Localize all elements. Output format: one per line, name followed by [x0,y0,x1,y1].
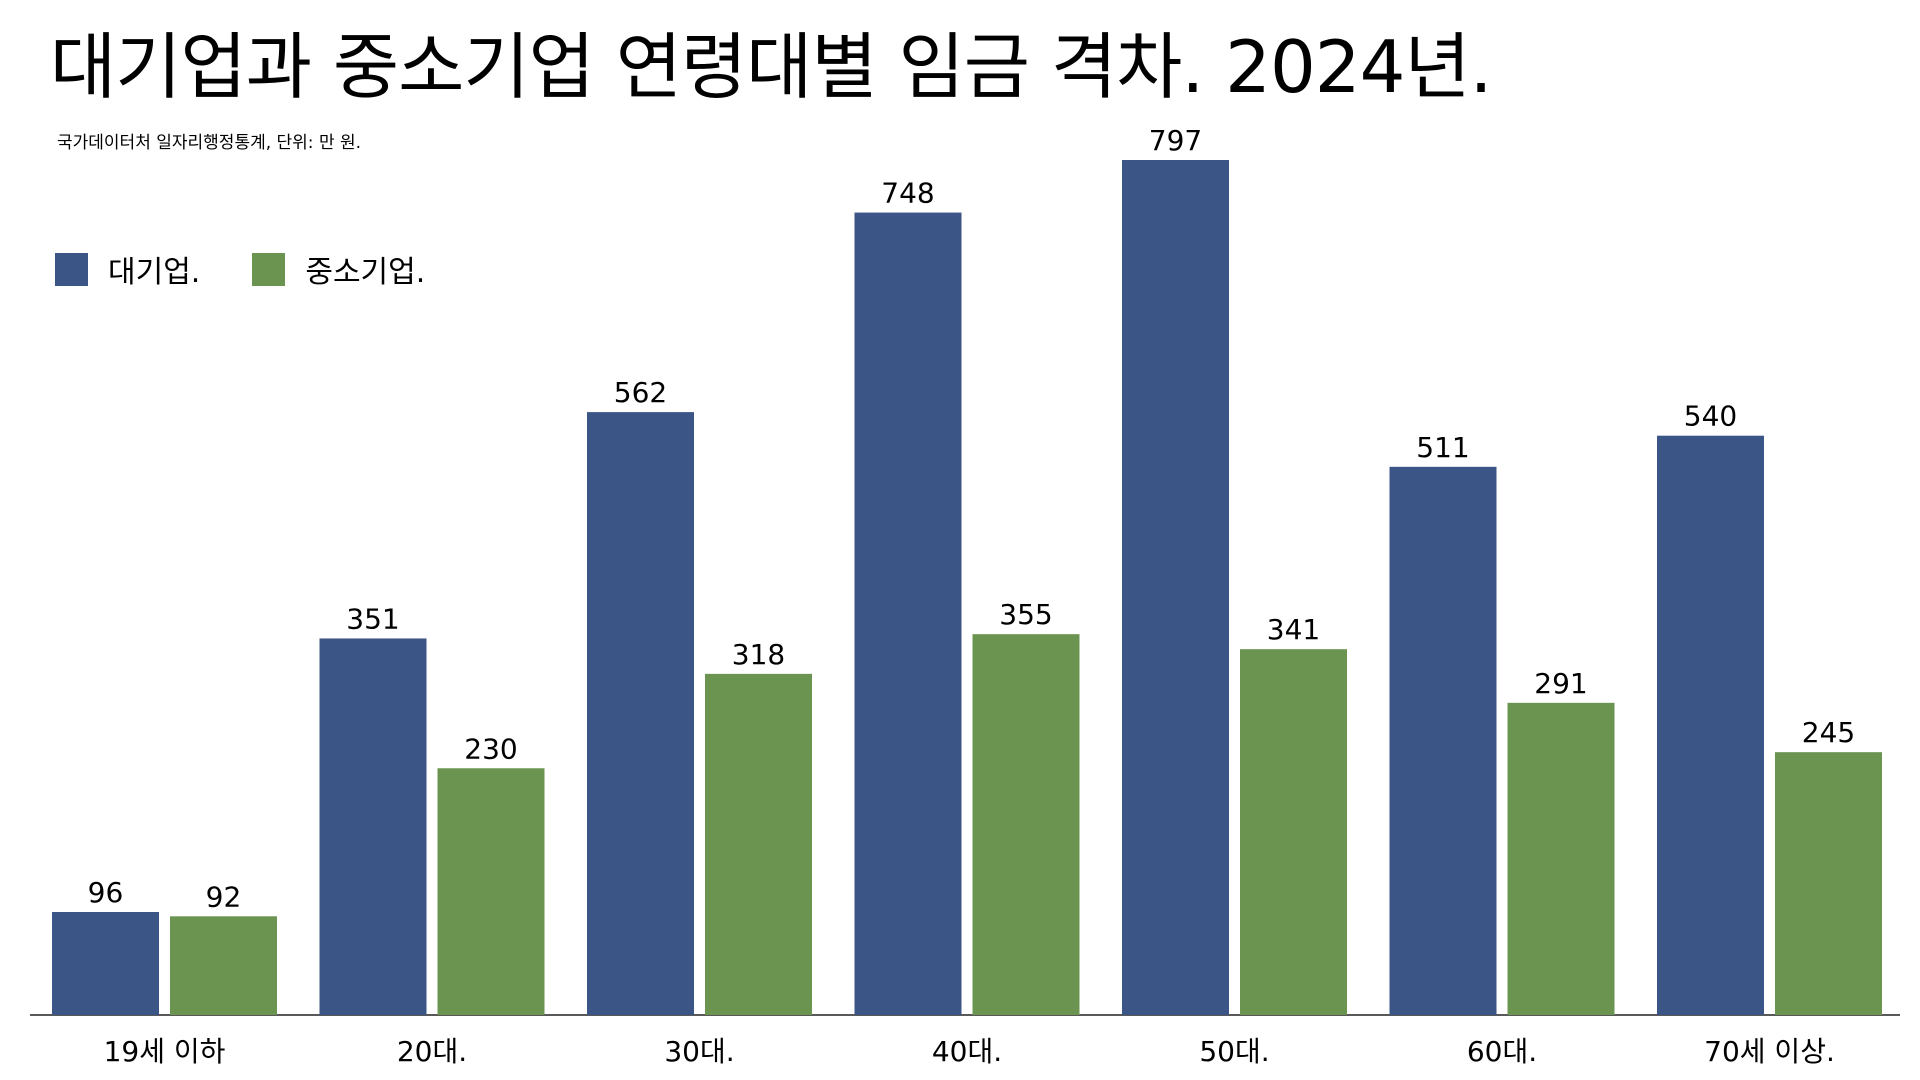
bar-sme-2 [705,673,812,1015]
x-tick-label-6: 70세 이상. [1704,1035,1835,1068]
data-label-sme-4: 341 [1267,613,1320,646]
bar-large-4 [1122,160,1229,1015]
bar-sme-0 [170,916,277,1015]
data-label-large-0: 96 [88,876,124,909]
chart-subtitle: 국가데이터처 일자리행정통계, 단위: 만 원. [57,133,362,153]
data-label-sme-5: 291 [1534,667,1587,700]
data-label-sme-2: 318 [732,638,785,671]
legend-item-sme: 중소기업. [252,247,425,291]
bar-sme-1 [437,768,545,1015]
bar-large-3 [854,212,962,1016]
legend-swatch-sme [252,252,286,286]
data-label-sme-0: 92 [206,880,242,913]
data-label-large-2: 562 [614,376,667,409]
x-tick-label-2: 30대. [664,1035,734,1068]
x-tick-label-4: 50대. [1199,1035,1269,1068]
bar-sme-5 [1507,702,1615,1015]
data-label-large-6: 540 [1684,400,1737,433]
data-label-sme-3: 355 [999,598,1052,631]
data-label-large-4: 797 [1149,124,1202,157]
bar-large-6 [1657,435,1764,1015]
legend-label-sme: 중소기업. [305,255,426,290]
data-label-sme-6: 245 [1802,716,1855,749]
bar-sme-4 [1240,649,1347,1015]
legend-swatch-large [55,252,88,286]
legend: 대기업. 중소기업. [55,247,477,291]
bar-sme-6 [1775,752,1882,1015]
legend-label-large: 대기업. [108,255,201,290]
data-label-large-1: 351 [346,602,399,635]
x-tick-label-0: 19세 이하 [104,1035,226,1068]
chart-title: 대기업과 중소기업 연령대별 임금 격차. 2024년. [50,25,1493,109]
x-tick-label-5: 60대. [1467,1035,1537,1068]
x-tick-label-1: 20대. [397,1035,467,1068]
data-label-large-5: 511 [1416,431,1469,464]
data-label-sme-1: 230 [464,732,517,765]
bar-sme-3 [972,634,1080,1015]
bar-large-5 [1389,466,1497,1015]
bar-large-1 [319,638,427,1015]
bar-large-0 [52,912,159,1015]
data-label-large-3: 748 [881,177,934,210]
legend-item-large: 대기업. [55,247,200,291]
x-tick-label-3: 40대. [932,1035,1002,1068]
bar-large-2 [587,412,694,1015]
